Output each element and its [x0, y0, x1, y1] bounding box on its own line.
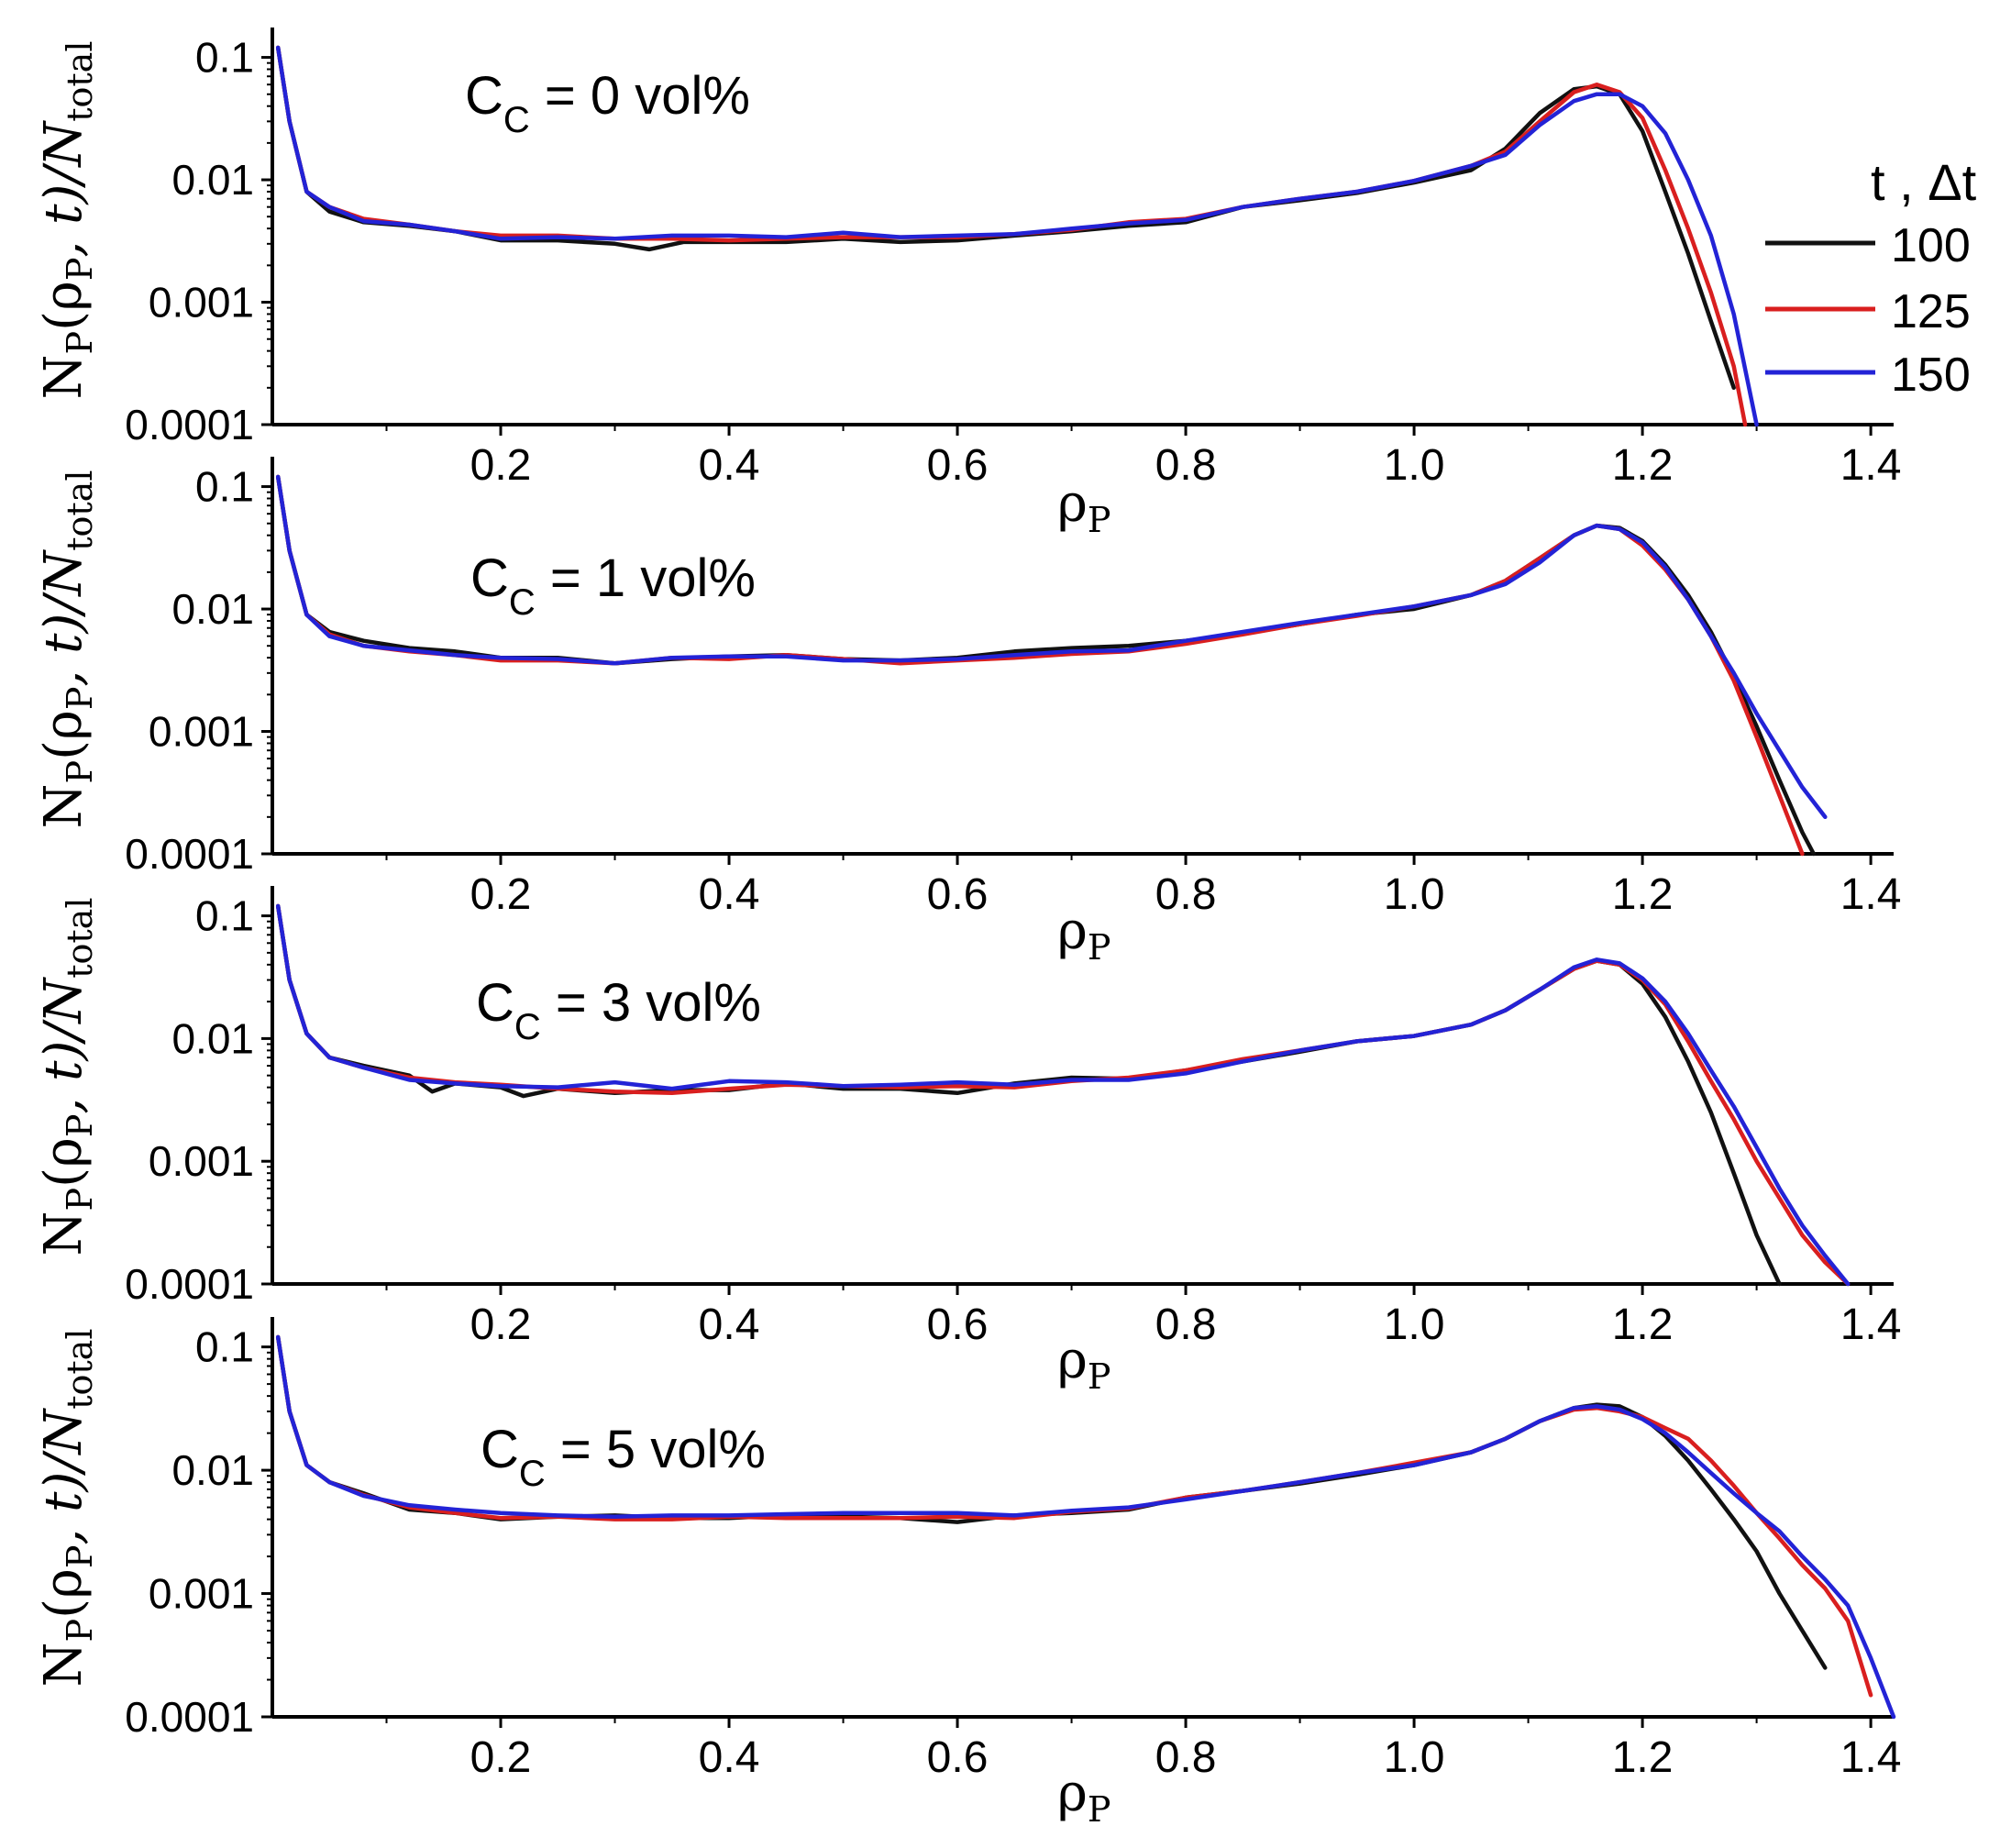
series-line-150: [275, 903, 1851, 1287]
x-tick-label: 0.4: [699, 1300, 760, 1349]
x-tick-label: 0.8: [1155, 870, 1217, 919]
x-axis-label-3: ρP: [1057, 1764, 1111, 1830]
y-tick-label: 0.0001: [125, 1260, 254, 1308]
x-tick-label: 0.2: [470, 870, 532, 919]
y-axis-label-2: NP(ρP, t)/Ntotal: [34, 898, 100, 1256]
x-tick-label: 1.0: [1384, 870, 1445, 919]
y-tick-label: 0.001: [149, 708, 254, 756]
y-tick-label: 0.001: [149, 1137, 254, 1185]
y-tick-label: 0.001: [149, 279, 254, 326]
y-axis-label-0: NP(ρP, t)/Ntotal: [34, 41, 100, 400]
panel-annotation-2: CC = 3 vol%: [476, 973, 761, 1047]
legend-label-100: 100: [1891, 219, 1971, 272]
x-axis-label-2: ρP: [1057, 1331, 1111, 1397]
legend-title: t , Δt: [1871, 153, 1977, 211]
x-tick-label: 0.2: [470, 1733, 532, 1782]
x-tick-label: 0.6: [927, 1733, 989, 1782]
y-tick-label: 0.0001: [125, 830, 254, 878]
x-tick-label: 0.2: [470, 1300, 532, 1349]
x-tick-label: 0.8: [1155, 441, 1217, 490]
y-tick-label: 0.1: [195, 1323, 254, 1371]
y-tick-label: 0.01: [171, 585, 254, 633]
y-tick-label: 0.1: [195, 892, 254, 940]
y-tick-label: 0.1: [195, 34, 254, 82]
x-axis-label-1: ρP: [1057, 902, 1111, 968]
legend-label-125: 125: [1891, 285, 1971, 338]
panel-cc-1: 0.2 0.4 0.6 0.8 1.0 1.2 1.4 0.1 0.01 0.001 0.0001: [125, 457, 1901, 919]
series-line-150: [275, 45, 1759, 427]
legend: t , Δt 100 125 150: [1765, 153, 1977, 402]
x-tick-label: 1.0: [1384, 1300, 1445, 1349]
y-tick-label: 0.001: [149, 1570, 254, 1618]
x-tick-label: 0.8: [1155, 1733, 1217, 1782]
panel-annotation-1: CC = 1 vol%: [470, 548, 756, 623]
x-tick-label: 0.6: [927, 1300, 989, 1349]
y-tick-label: 0.01: [171, 1014, 254, 1062]
series-line-150: [275, 1334, 1896, 1720]
panel-cc-3: 0.2 0.4 0.6 0.8 1.0 1.2 1.4 0.1 0.01 0.001 0.0001: [125, 886, 1901, 1349]
legend-label-150: 150: [1891, 349, 1971, 402]
y-tick-label: 0.01: [171, 156, 254, 204]
y-tick-label: 0.0001: [125, 1693, 254, 1741]
panel-annotation-3: CC = 5 vol%: [481, 1420, 766, 1494]
panel-annotation-0: CC = 0 vol%: [465, 66, 750, 140]
x-tick-label: 0.4: [699, 441, 760, 490]
x-tick-label: 0.4: [699, 870, 760, 919]
x-tick-label: 1.4: [1840, 870, 1902, 919]
x-tick-label: 0.4: [699, 1733, 760, 1782]
x-tick-label: 1.4: [1840, 1733, 1902, 1782]
x-tick-label: 0.2: [470, 441, 532, 490]
x-tick-label: 1.0: [1384, 441, 1445, 490]
x-tick-label: 1.2: [1612, 1300, 1674, 1349]
y-tick-label: 0.01: [171, 1446, 254, 1494]
x-tick-label: 0.6: [927, 441, 989, 490]
x-tick-label: 1.4: [1840, 441, 1902, 490]
y-tick-label: 0.0001: [125, 401, 254, 448]
x-tick-label: 1.0: [1384, 1733, 1445, 1782]
x-axis-label-0: ρP: [1057, 474, 1111, 540]
series-line-150: [275, 474, 1828, 820]
y-tick-label: 0.1: [195, 463, 254, 511]
x-tick-label: 1.2: [1612, 441, 1674, 490]
y-axis-label-1: NP(ρP, t)/Ntotal: [34, 470, 100, 829]
x-tick-label: 1.4: [1840, 1300, 1902, 1349]
x-tick-label: 1.2: [1612, 870, 1674, 919]
y-axis-label-3: NP(ρP, t)/Ntotal: [34, 1329, 100, 1688]
panel-cc-0: 0.2 0.4 0.6 0.8 1.0 1.2 1.4 0.1 0.01 0.001 0.0001: [125, 28, 1901, 490]
x-tick-label: 0.8: [1155, 1300, 1217, 1349]
x-tick-label: 0.6: [927, 870, 989, 919]
panel-cc-5: 0.2 0.4 0.6 0.8 1.0 1.2 1.4 0.1 0.01 0.001 0.0001: [125, 1317, 1901, 1782]
x-tick-label: 1.2: [1612, 1733, 1674, 1782]
